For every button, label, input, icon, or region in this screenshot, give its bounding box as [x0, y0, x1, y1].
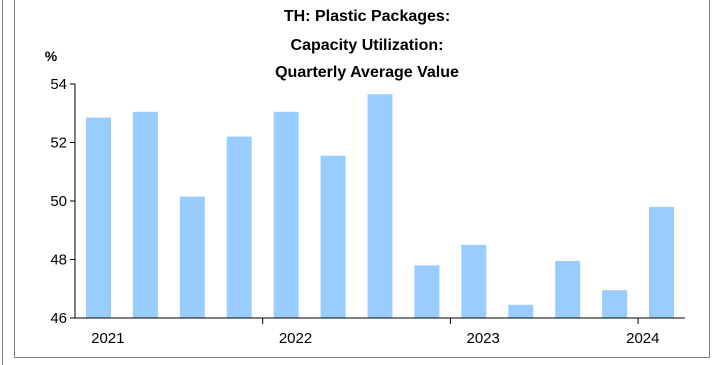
bar-2021Q4	[226, 136, 252, 318]
bar-2022Q2	[320, 155, 346, 318]
chart-title-line-1: TH: Plastic Packages:	[284, 8, 450, 25]
y-tick-label-52: 52	[50, 135, 67, 152]
chart-title-line-3: Quarterly Average Value	[275, 64, 459, 81]
y-tick-label-48: 48	[50, 252, 67, 269]
bar-2023Q3	[555, 261, 581, 318]
chart-frame	[14, 0, 710, 358]
bar-2022Q1	[273, 111, 299, 318]
bars-group	[86, 94, 674, 318]
bar-2022Q4	[414, 265, 440, 318]
bar-2023Q4	[602, 290, 628, 318]
bar-2023Q2	[508, 304, 534, 318]
bar-2022Q3	[367, 94, 393, 318]
y-axis-unit-label: %	[45, 48, 58, 64]
x-tick-label-2021: 2021	[91, 330, 124, 347]
left-border-line	[2, 0, 3, 365]
bar-2021Q1	[86, 117, 111, 318]
y-tick-label-54: 54	[50, 76, 67, 93]
bar-2021Q2	[132, 111, 158, 318]
x-tick-label-2023: 2023	[467, 330, 500, 347]
x-tick-label-2024: 2024	[626, 330, 659, 347]
chart-title-line-2: Capacity Utilization:	[291, 37, 444, 54]
y-tick-label-50: 50	[50, 193, 67, 210]
axes-group: 46 48 50 52 54	[50, 76, 685, 327]
bar-2023Q1	[461, 244, 487, 318]
bar-2021Q3	[179, 196, 205, 318]
x-tick-label-2022: 2022	[279, 330, 312, 347]
y-tick-label-46: 46	[50, 310, 67, 327]
bar-2024Q1	[649, 206, 674, 318]
